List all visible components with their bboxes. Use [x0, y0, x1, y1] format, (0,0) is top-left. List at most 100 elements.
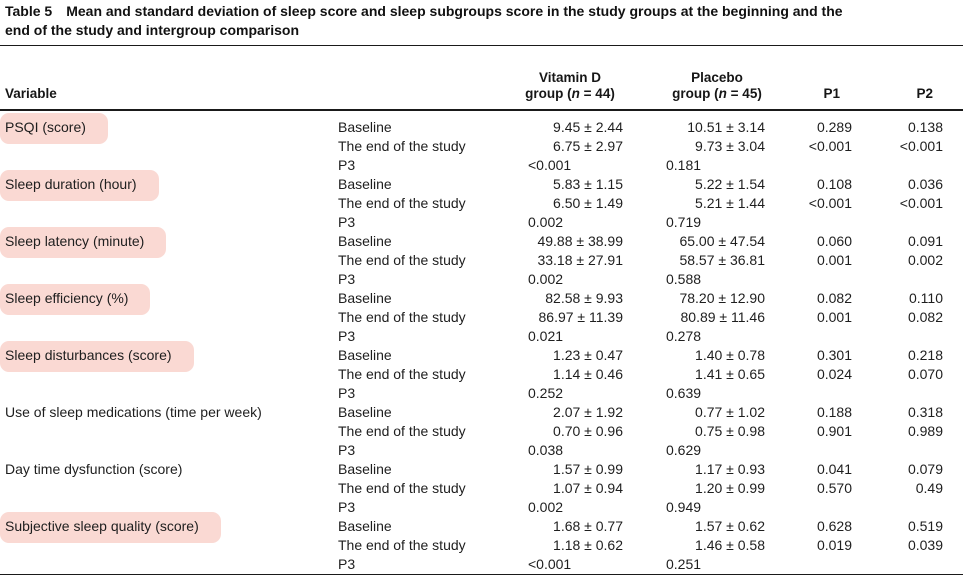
- cell-vitamin-d: 0.021: [528, 328, 564, 344]
- cell-p1: 0.570: [816, 480, 852, 496]
- variable-label-highlighted: Sleep efficiency (%): [0, 284, 151, 315]
- cell-p1: [768, 327, 854, 346]
- cell-timepoint: Baseline: [338, 233, 392, 249]
- cell-vitamin-d: 0.002: [528, 214, 564, 230]
- cell-p1: 0.628: [816, 518, 852, 534]
- cell-placebo: 0.949: [666, 499, 702, 515]
- cell-vitamin-d: <0.001: [494, 555, 626, 575]
- cell-variable: [0, 555, 332, 575]
- variable-label: Use of sleep medications (time per week): [5, 404, 262, 420]
- table-row: Subjective sleep quality (score) Baseline…: [0, 512, 963, 543]
- cell-variable: Sleep duration (hour): [0, 170, 332, 201]
- cell-timepoint: The end of the study: [338, 366, 466, 382]
- cell-p2: [854, 555, 963, 575]
- cell-placebo: 5.21 ± 1.44: [695, 195, 765, 211]
- cell-timepoint: Baseline: [338, 290, 392, 306]
- table-row: P3 0.002 0.719: [0, 213, 963, 232]
- cell-p1: [768, 384, 854, 403]
- cell-p2: 0.002: [907, 252, 943, 268]
- table-header: Variable Vitamin D group (n = 44) Placeb…: [0, 45, 963, 111]
- cell-timepoint: P3: [338, 214, 356, 230]
- cell-p2: 0.082: [907, 309, 943, 325]
- cell-timepoint: Baseline: [338, 347, 392, 363]
- cell-placebo: 1.17 ± 0.93: [695, 461, 765, 477]
- col-header-variable: Variable: [0, 45, 332, 111]
- variable-label-highlighted: Sleep duration (hour): [0, 170, 159, 201]
- cell-vitamin-d: 1.18 ± 0.62: [553, 537, 623, 553]
- cell-p2: [854, 498, 963, 517]
- cell-placebo: 0.629: [666, 442, 702, 458]
- table-row: Sleep duration (hour) Baseline 5.83 ± 1.15…: [0, 170, 963, 201]
- cell-variable: [0, 441, 332, 460]
- cell-vitamin-d: 82.58 ± 9.93: [545, 290, 623, 306]
- cell-placebo: 0.719: [666, 214, 702, 230]
- cell-vitamin-d: 6.75 ± 2.97: [553, 138, 623, 154]
- variable-label-highlighted: Subjective sleep quality (score): [0, 512, 221, 543]
- table-row: P3 0.252 0.639: [0, 384, 963, 403]
- cell-p2: 0.49: [915, 480, 943, 496]
- cell-p2: 0.218: [907, 347, 943, 363]
- cell-p1: 0.060: [816, 233, 852, 249]
- cell-placebo: 78.20 ± 12.90: [679, 290, 765, 306]
- cell-p1: 0.041: [816, 461, 852, 477]
- table-row: The end of the study 1.18 ± 0.62 1.46 ± 0.…: [0, 536, 963, 555]
- table-row: P3 0.002 0.949: [0, 498, 963, 517]
- cell-p2: 0.091: [907, 233, 943, 249]
- cell-timepoint: Baseline: [338, 518, 392, 534]
- cell-variable: Sleep disturbances (score): [0, 341, 332, 372]
- header-row: Variable Vitamin D group (n = 44) Placeb…: [0, 45, 963, 111]
- cell-variable: PSQI (score): [0, 110, 332, 144]
- cell-variable: [0, 422, 332, 441]
- cell-timepoint: P3: [338, 271, 356, 287]
- cell-p2: 0.039: [907, 537, 943, 553]
- cell-placebo: 9.73 ± 3.04: [695, 138, 765, 154]
- cell-p1: [768, 213, 854, 232]
- table-row: The end of the study 0.70 ± 0.96 0.75 ± 0.…: [0, 422, 963, 441]
- table-row: PSQI (score) Baseline 9.45 ± 2.44 10.51 ± 3…: [0, 110, 963, 144]
- cell-vitamin-d: 1.23 ± 0.47: [553, 347, 623, 363]
- table-row: Sleep latency (minute) Baseline 49.88 ± 38…: [0, 227, 963, 258]
- table-row: P3 0.021 0.278: [0, 327, 963, 346]
- cell-placebo: 1.57 ± 0.62: [695, 518, 765, 534]
- cell-p2: <0.001: [899, 138, 943, 154]
- cell-p2: [854, 270, 963, 289]
- col-header-p2: P2: [854, 45, 963, 111]
- table-row: Sleep disturbances (score) Baseline 1.23 ±…: [0, 341, 963, 372]
- cell-p2: <0.001: [899, 195, 943, 211]
- cell-timepoint: The end of the study: [338, 423, 466, 439]
- cell-variable: Subjective sleep quality (score): [0, 512, 332, 543]
- cell-variable: [0, 384, 332, 403]
- cell-p1: <0.001: [808, 138, 852, 154]
- cell-timepoint: P3: [332, 555, 494, 575]
- cell-p1: [768, 498, 854, 517]
- cell-vitamin-d: 0.70 ± 0.96: [553, 423, 623, 439]
- cell-timepoint: The end of the study: [338, 480, 466, 496]
- cell-placebo: 5.22 ± 1.54: [695, 176, 765, 192]
- cell-vitamin-d: 86.97 ± 11.39: [538, 309, 624, 325]
- cell-p1: 0.001: [816, 252, 852, 268]
- vitamin-d-name: Vitamin D: [538, 70, 601, 85]
- cell-timepoint: The end of the study: [338, 537, 466, 553]
- cell-p2: 0.989: [907, 423, 943, 439]
- cell-placebo: 0.251: [626, 555, 768, 575]
- table-number: Table 5: [5, 3, 53, 19]
- cell-variable: Day time dysfunction (score): [0, 460, 332, 479]
- cell-vitamin-d: 0.252: [528, 385, 564, 401]
- cell-placebo: 0.75 ± 0.98: [695, 423, 765, 439]
- cell-placebo: 58.57 ± 36.81: [679, 252, 765, 268]
- table-row: The end of the study 1.07 ± 0.94 1.20 ± 0.…: [0, 479, 963, 498]
- cell-placebo: 1.20 ± 0.99: [695, 480, 765, 496]
- cell-p1: 0.001: [816, 309, 852, 325]
- cell-vitamin-d: 49.88 ± 38.99: [537, 233, 623, 249]
- cell-timepoint: P3: [338, 499, 356, 515]
- cell-p2: 0.110: [909, 290, 943, 306]
- cell-p1: 0.108: [816, 176, 852, 192]
- table-row: The end of the study 1.14 ± 0.46 1.41 ± 0.…: [0, 365, 963, 384]
- table-row: Use of sleep medications (time per week)…: [0, 403, 963, 422]
- cell-p2: [854, 156, 963, 175]
- cell-p1: [768, 156, 854, 175]
- cell-p1: [768, 441, 854, 460]
- cell-vitamin-d: 1.68 ± 0.77: [553, 518, 623, 534]
- cell-vitamin-d: 1.14 ± 0.46: [553, 366, 623, 382]
- variable-label: Day time dysfunction (score): [5, 461, 183, 477]
